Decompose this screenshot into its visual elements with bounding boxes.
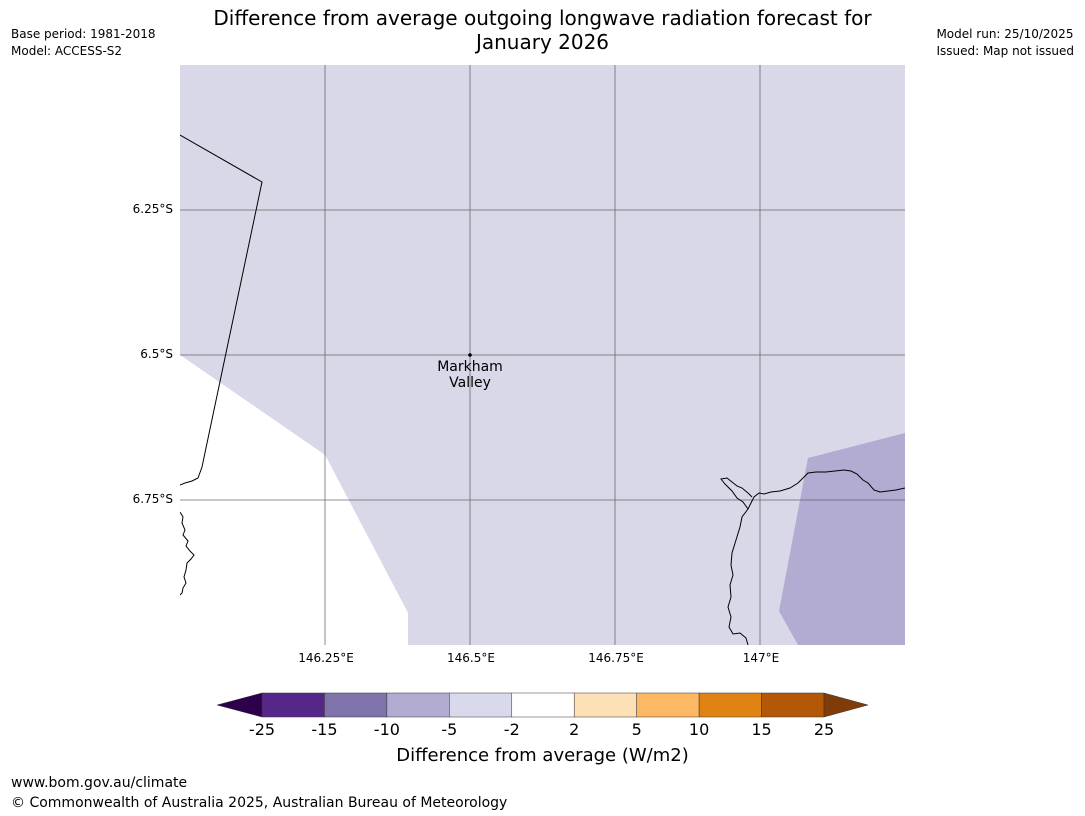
colorbar-tick-label: -15 bbox=[311, 720, 338, 739]
model-run-text: Model run: 25/10/2025 bbox=[936, 27, 1074, 41]
colorbar-tick-label: -10 bbox=[373, 720, 400, 739]
colorbar-tick-label: -5 bbox=[441, 720, 458, 739]
colorbar bbox=[216, 692, 869, 718]
colorbar-segment bbox=[698, 692, 762, 718]
colorbar-tick-label: -2 bbox=[503, 720, 520, 739]
model-text: Model: ACCESS-S2 bbox=[11, 44, 123, 58]
colorbar-segment bbox=[511, 692, 575, 718]
footer-url: www.bom.gov.au/climate bbox=[11, 775, 188, 791]
border-line bbox=[180, 134, 263, 486]
colorbar-segment bbox=[573, 692, 637, 718]
colorbar-segment bbox=[324, 692, 388, 718]
colorbar-tick-label: -25 bbox=[248, 720, 276, 739]
lon-label: 146.5°E bbox=[447, 651, 495, 665]
place-label-line2: Valley bbox=[449, 375, 491, 391]
region-class-minus10-minus5 bbox=[779, 433, 905, 645]
map-title: Difference from average outgoing longwav… bbox=[180, 6, 905, 54]
map-title-line1: Difference from average outgoing longwav… bbox=[213, 6, 872, 30]
lat-label: 6.25°S bbox=[132, 202, 173, 216]
graticule bbox=[180, 65, 905, 645]
header-right: Model run: 25/10/2025 Issued: Map not is… bbox=[936, 26, 1074, 60]
header-left: Base period: 1981-2018 Model: ACCESS-S2 bbox=[11, 26, 156, 60]
place-marker bbox=[468, 353, 472, 357]
forecast-map[interactable] bbox=[180, 65, 905, 645]
colorbar-tick-label: 10 bbox=[688, 720, 710, 739]
lon-label: 146.75°E bbox=[588, 651, 644, 665]
colorbar-tick-label: 2 bbox=[569, 720, 580, 739]
colorbar-segment bbox=[386, 692, 450, 718]
place-label-markham-valley: Markham Valley bbox=[437, 359, 503, 391]
map-title-line2: January 2026 bbox=[475, 30, 610, 54]
coastline-west bbox=[180, 511, 195, 596]
issued-text: Issued: Map not issued bbox=[936, 44, 1074, 58]
footer-copyright: © Commonwealth of Australia 2025, Austra… bbox=[11, 795, 508, 811]
colorbar-tick-label: 25 bbox=[813, 720, 835, 739]
colorbar-tick-label: 5 bbox=[631, 720, 642, 739]
colorbar-label: Difference from average (W/m2) bbox=[396, 745, 689, 766]
place-label-line1: Markham bbox=[437, 359, 503, 375]
colorbar-arrow-low bbox=[216, 692, 263, 718]
colorbar-segment bbox=[761, 692, 825, 718]
lat-label: 6.75°S bbox=[132, 492, 173, 506]
colorbar-tick-label: 15 bbox=[751, 720, 772, 739]
base-period-text: Base period: 1981-2018 bbox=[11, 27, 156, 41]
lon-label: 146.25°E bbox=[298, 651, 354, 665]
map-canvas bbox=[180, 65, 905, 645]
coastline-east bbox=[720, 469, 905, 645]
colorbar-arrow-high bbox=[823, 692, 869, 718]
colorbar-segment bbox=[636, 692, 700, 718]
colorbar-segment bbox=[261, 692, 325, 718]
lon-label: 147°E bbox=[742, 651, 780, 665]
lat-label: 6.5°S bbox=[140, 347, 173, 361]
colorbar-segment bbox=[449, 692, 513, 718]
